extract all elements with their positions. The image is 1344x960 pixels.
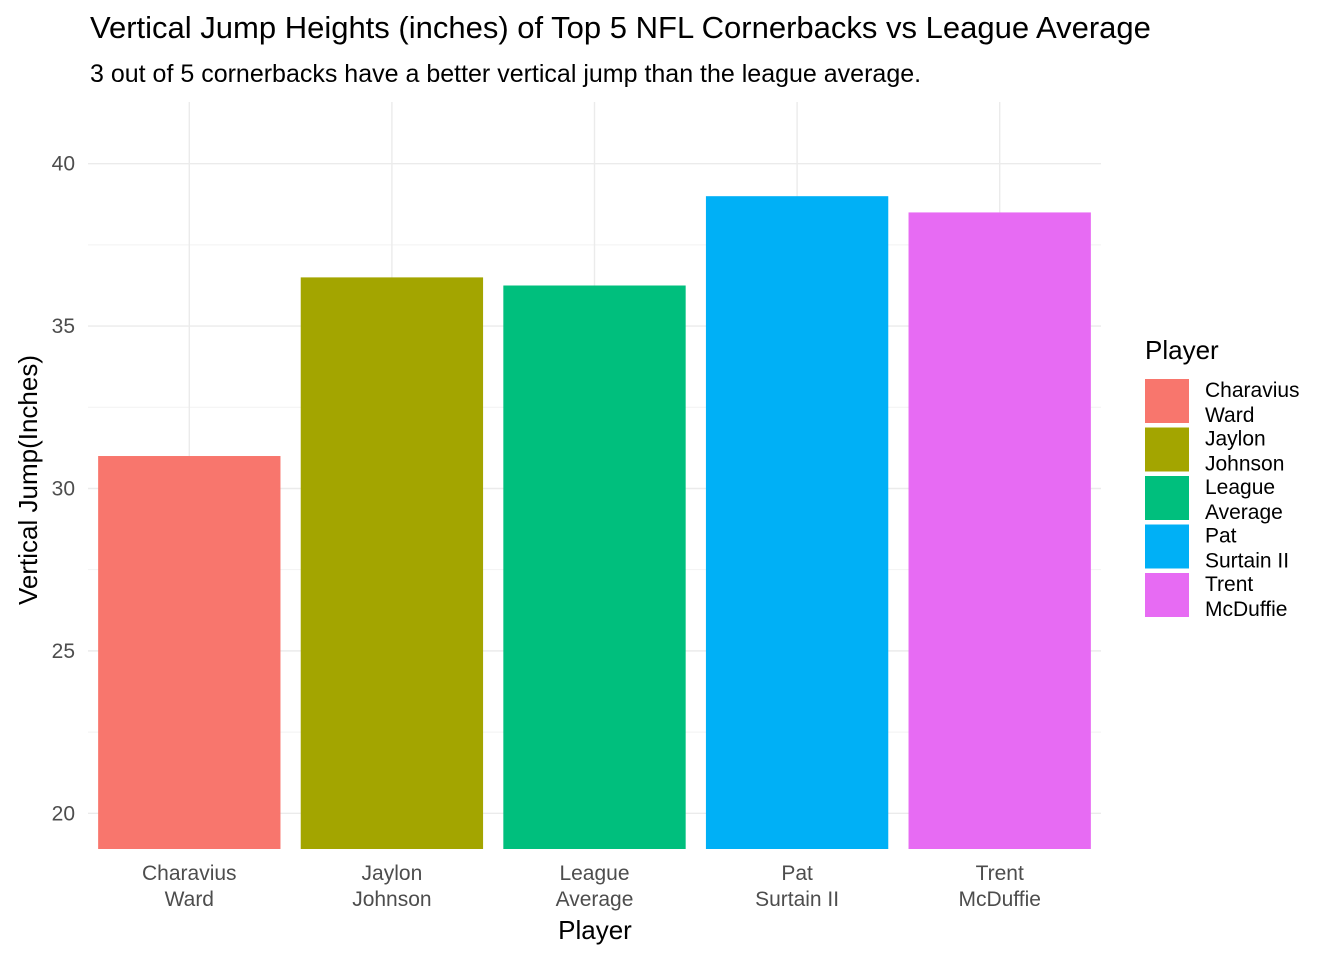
- legend-label: Jaylon Johnson: [1205, 428, 1284, 476]
- y-tick-label: 35: [52, 315, 75, 338]
- x-tick-label: Charavius Ward: [142, 862, 237, 911]
- bar: [98, 456, 281, 849]
- chart-subtitle: 3 out of 5 cornerbacks have a better ver…: [90, 60, 922, 88]
- chart-title: Vertical Jump Heights (inches) of Top 5 …: [90, 10, 1151, 45]
- x-tick-label: Pat Surtain II: [755, 862, 839, 911]
- legend-key: [1145, 427, 1189, 472]
- y-axis-ticks: 20 25 30 35 40: [52, 153, 75, 826]
- y-tick-label: 40: [52, 153, 75, 176]
- legend-label: League Average: [1205, 476, 1283, 524]
- x-tick-label: Jaylon Johnson: [352, 862, 431, 911]
- legend-label: Trent McDuffie: [1205, 573, 1287, 621]
- bar: [300, 277, 484, 850]
- y-tick-label: 20: [52, 802, 75, 825]
- y-axis-title: Vertical Jump(Inches): [13, 355, 43, 605]
- bars: [98, 196, 1091, 850]
- legend-key: [1145, 524, 1189, 569]
- legend-key: [1145, 573, 1189, 617]
- y-tick-label: 30: [52, 477, 75, 500]
- x-axis-title: Player: [558, 915, 632, 945]
- x-axis-ticks: Charavius Ward Jaylon Johnson League Average P…: [142, 862, 1041, 911]
- x-tick-label: Trent McDuffie: [958, 862, 1040, 911]
- bar: [503, 285, 686, 849]
- legend-key: [1145, 379, 1189, 423]
- bar: [705, 196, 889, 849]
- legend-label: Charavius Ward: [1205, 379, 1300, 427]
- bar: [908, 212, 1091, 849]
- y-tick-label: 25: [52, 640, 75, 663]
- x-tick-label: League Average: [556, 862, 634, 911]
- legend-key: [1145, 476, 1189, 520]
- legend-title: Player: [1145, 335, 1219, 365]
- legend-label: Pat Surtain II: [1205, 525, 1289, 573]
